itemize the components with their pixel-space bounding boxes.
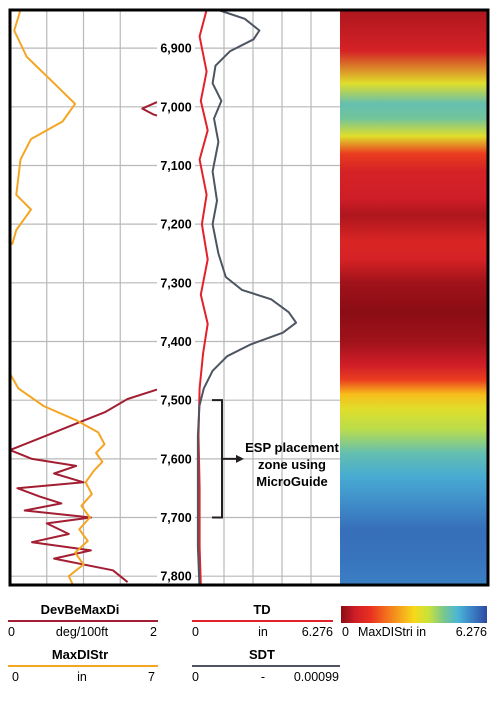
left-track-curves (9, 9, 158, 586)
depth-tick-label: 7,300 (160, 276, 191, 290)
maxdistri-heatmap (340, 10, 488, 585)
annotation-line-1: ESP placement (245, 440, 339, 455)
depth-tick-label: 7,800 (160, 570, 191, 584)
legend-td-name: TD (253, 602, 270, 617)
esp-placement-annotation: ESP placement zone using MicroGuide (212, 399, 340, 519)
legend-devbemaxdi-unit: deg/100ft (56, 625, 109, 639)
depth-tick-label: 7,700 (160, 511, 191, 525)
middle-track-curves (196, 9, 298, 586)
legend-devbemaxdi-min: 0 (8, 625, 15, 639)
depth-tick-label: 6,900 (160, 42, 191, 56)
depth-tick-label: 7,400 (160, 335, 191, 349)
depth-tick-label: 7,500 (160, 394, 191, 408)
legend-maxdistri-name: MaxDIStri (358, 625, 413, 639)
middle-track-grid (195, 10, 340, 585)
sdt-curve (196, 9, 298, 586)
legend-maxdistr-max: 7 (148, 670, 155, 684)
legend-devbemaxdi: DevBeMaxDi 0 deg/100ft 2 (8, 602, 158, 639)
arrow-head-icon (236, 454, 244, 463)
depth-tick-label: 7,100 (160, 159, 191, 173)
legend-sdt-name: SDT (249, 647, 275, 662)
legend-sdt-min: 0 (192, 670, 199, 684)
depth-axis: 6,900 7,000 7,100 7,200 7,300 7,400 7,500 7,600… (160, 42, 191, 584)
legend-maxdistr-name: MaxDIStr (52, 647, 108, 662)
plot-frame (8, 8, 490, 587)
devbemaxdi-curve-lower (9, 388, 158, 583)
legend-maxdistri-unit: in (416, 625, 426, 639)
legend-sdt: SDT 0 - 0.00099 (192, 647, 340, 684)
legend-maxdistri-max: 6.276 (456, 625, 487, 639)
legend-sdt-max: 0.00099 (294, 670, 339, 684)
legend-maxdistri: 0 MaxDIStri in 6.276 (341, 606, 487, 639)
depth-tick-label: 7,200 (160, 218, 191, 232)
maxdistr-curve (11, 9, 77, 245)
legend-maxdistri-label: MaxDIStri in (358, 625, 426, 639)
legend-td-max: 6.276 (302, 625, 333, 639)
devbemaxdi-curve (141, 101, 158, 117)
annotation-line-3: MicroGuide (256, 474, 328, 489)
left-track (9, 9, 158, 586)
legend-devbemaxdi-name: DevBeMaxDi (41, 602, 120, 617)
legend-sdt-unit: - (261, 670, 265, 684)
legend-maxdistr-min: 0 (12, 670, 19, 684)
left-track-grid (10, 10, 157, 585)
legend-maxdistri-colorbar (341, 606, 487, 623)
right-track (340, 10, 488, 585)
legend-maxdistr: MaxDIStr 0 in 7 (8, 647, 158, 684)
annotation-line-2: zone using (258, 457, 326, 472)
maxdistr-curve-lower (9, 373, 106, 586)
legend-maxdistri-min: 0 (342, 625, 349, 639)
legend-td-min: 0 (192, 625, 199, 639)
depth-tick-label: 7,600 (160, 452, 191, 466)
legend-maxdistr-unit: in (77, 670, 87, 684)
legend-devbemaxdi-max: 2 (150, 625, 157, 639)
depth-tick-label: 7,000 (160, 100, 191, 114)
middle-track (195, 9, 340, 586)
legend-td: TD 0 in 6.276 (192, 602, 333, 639)
legend-td-unit: in (258, 625, 268, 639)
